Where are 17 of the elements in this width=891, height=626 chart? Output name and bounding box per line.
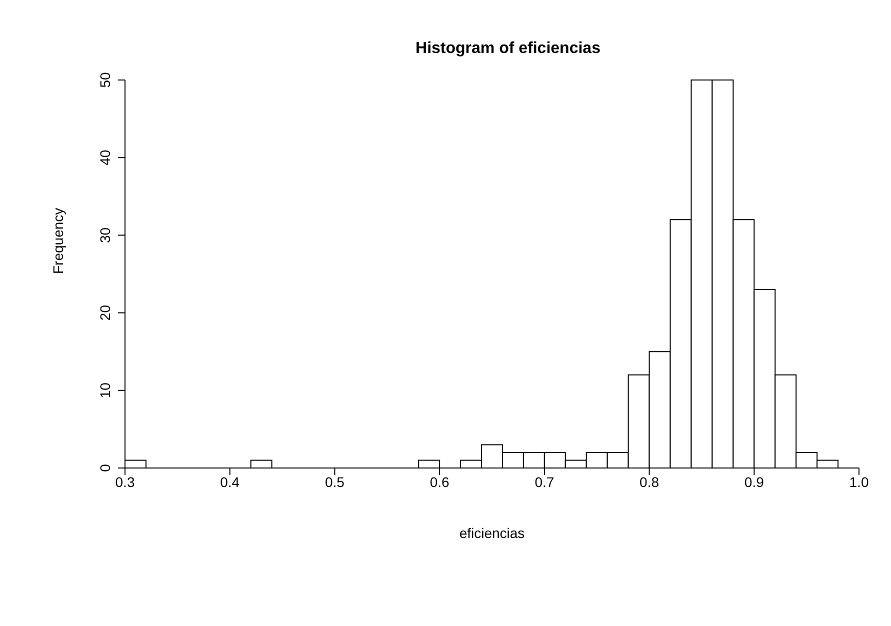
y-axis-title: Frequency	[50, 208, 66, 274]
y-tick-label: 50	[97, 72, 113, 88]
x-tick-label: 0.8	[640, 474, 660, 490]
y-tick-label: 0	[97, 464, 113, 472]
x-tick-label: 0.5	[324, 474, 345, 490]
x-tick-label: 0.7	[534, 474, 554, 490]
x-tick-label: 0.9	[744, 474, 764, 490]
chart-title: Histogram of eficiencias	[414, 40, 602, 58]
x-tick-label: 0.6	[430, 474, 450, 490]
x-tick-label: 0.3	[115, 474, 135, 490]
y-tick-label: 10	[97, 382, 113, 398]
y-tick-label: 30	[97, 227, 113, 243]
x-tick-label: 0.4	[220, 474, 240, 490]
x-tick-label: 1.0	[849, 474, 869, 490]
y-tick-label: 20	[97, 304, 113, 321]
x-axis-title: eficiencias	[459, 525, 525, 541]
y-tick-label: 40	[97, 150, 113, 166]
